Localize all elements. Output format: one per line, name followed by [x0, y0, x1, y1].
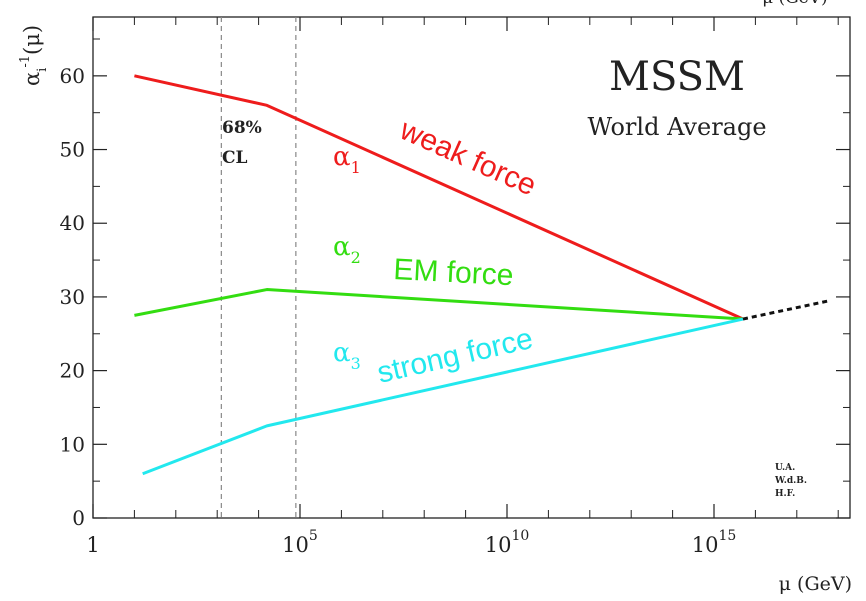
series-label-alpha1: α1: [333, 142, 361, 177]
y-tick-label: 10: [60, 432, 85, 456]
credit-line-2: W.d.B.: [774, 476, 807, 486]
y-tick-label: 40: [60, 211, 85, 235]
y-axis-title: αi-1(μ): [18, 25, 50, 86]
series-line-3: [142, 317, 744, 476]
x-axis-title: μ (GeV): [779, 573, 852, 595]
credit-line-1: U.A.: [775, 463, 795, 473]
y-tick-label: 30: [60, 285, 85, 309]
x-tick-label: 1: [86, 533, 99, 557]
series-line-1: [134, 74, 744, 321]
series-line-2: [134, 288, 744, 321]
x-tick-label: 1010: [485, 528, 530, 557]
series-label-alpha3: α3: [333, 338, 361, 373]
y-tick-label: 60: [60, 64, 85, 88]
cl-band-lines: [220, 17, 297, 518]
plot-frame: 0 10 20 30 40 50 60 1 105 1010 1015: [60, 16, 851, 557]
plot-border: [92, 16, 851, 519]
minor-ticks: [92, 17, 839, 518]
annotation-em-force: EM force: [393, 253, 515, 292]
chart-title: MSSM: [609, 54, 745, 100]
x-axis-title-top-clipped: μ (GeV): [762, 0, 828, 8]
extrapolation-line: [742, 299, 831, 321]
chart-subtitle: World Average: [587, 113, 766, 141]
y-tick-label: 20: [60, 359, 85, 383]
y-tick-label: 0: [72, 506, 85, 530]
series-label-alpha2: α2: [333, 232, 361, 267]
cl-text-label: CL: [222, 148, 248, 168]
x-tick-label: 1015: [692, 528, 737, 557]
y-tick-label: 50: [60, 138, 85, 162]
x-tick-label: 105: [282, 528, 318, 557]
cl-percent-label: 68%: [222, 118, 262, 138]
series-layer: [134, 74, 831, 476]
credit-line-3: H.F.: [775, 489, 795, 499]
